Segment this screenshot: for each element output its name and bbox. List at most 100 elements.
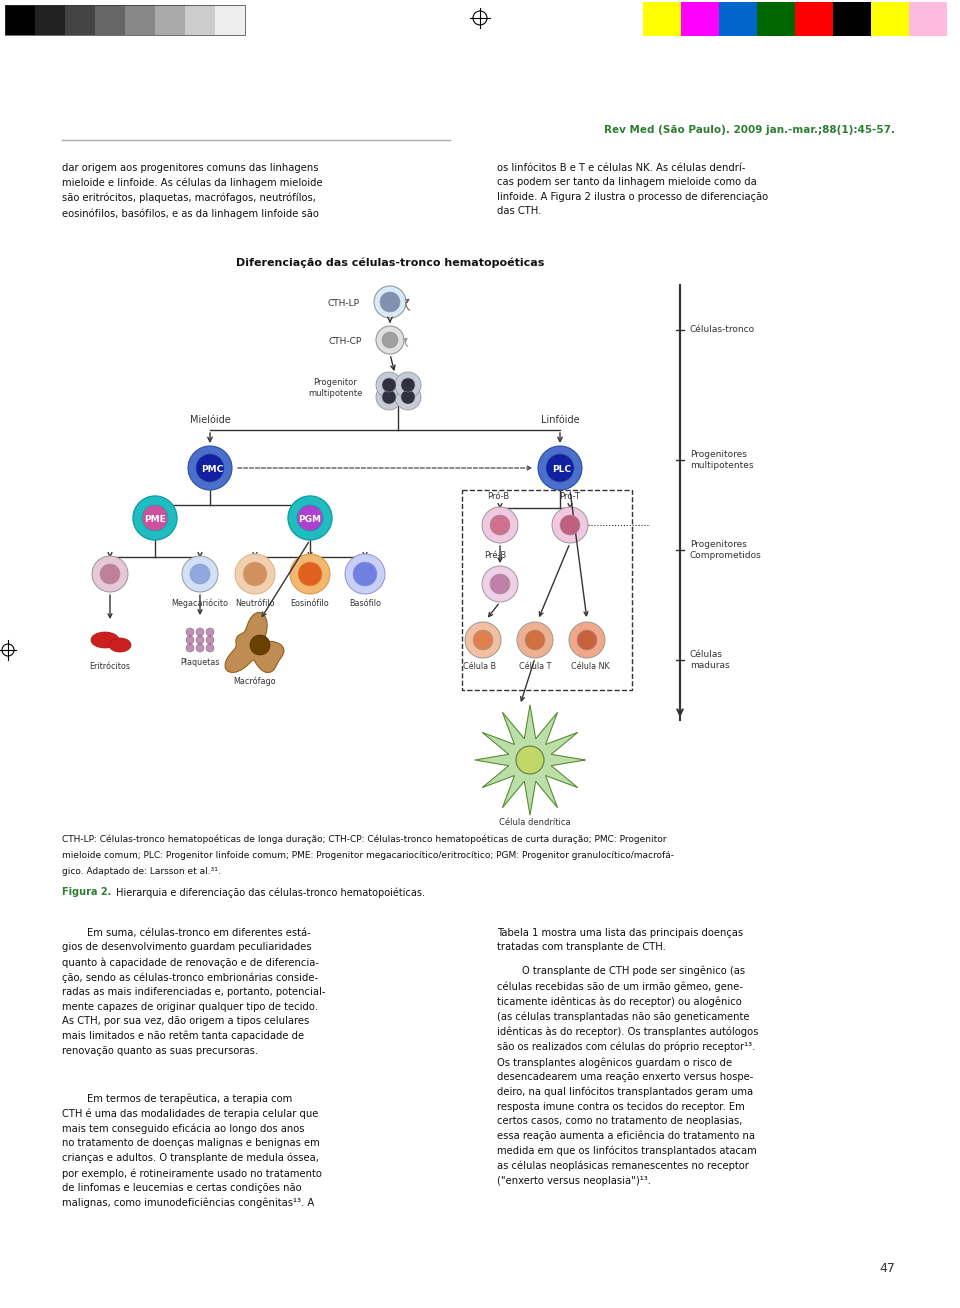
- Circle shape: [196, 636, 204, 644]
- Text: PGM: PGM: [299, 514, 322, 523]
- Circle shape: [374, 286, 406, 318]
- Text: dar origem aos progenitores comuns das linhagens
mieloide e linfoide. As células: dar origem aos progenitores comuns das l…: [62, 164, 323, 218]
- Circle shape: [196, 454, 224, 483]
- Circle shape: [290, 555, 330, 594]
- Circle shape: [569, 623, 605, 658]
- Text: Megacariócito: Megacariócito: [172, 599, 228, 608]
- Text: PLC: PLC: [553, 466, 571, 475]
- Circle shape: [133, 496, 177, 540]
- Circle shape: [490, 574, 510, 594]
- Text: Rev Med (São Paulo). 2009 jan.-mar.;88(1):45-57.: Rev Med (São Paulo). 2009 jan.-mar.;88(1…: [604, 126, 895, 135]
- Text: PMC: PMC: [201, 466, 223, 475]
- Circle shape: [538, 446, 582, 490]
- Text: Progenitores
multipotentes: Progenitores multipotentes: [690, 450, 754, 470]
- Circle shape: [182, 556, 218, 593]
- Circle shape: [376, 371, 402, 398]
- Circle shape: [92, 556, 128, 593]
- Circle shape: [186, 636, 194, 644]
- Circle shape: [465, 623, 501, 658]
- Circle shape: [142, 505, 168, 531]
- Text: Diferenciação das células-tronco hematopoéticas: Diferenciação das células-tronco hematop…: [236, 258, 544, 268]
- Text: PME: PME: [144, 514, 166, 523]
- Text: Macrófago: Macrófago: [233, 676, 276, 685]
- Text: Basófilo: Basófilo: [349, 599, 381, 608]
- Circle shape: [196, 628, 204, 636]
- Circle shape: [490, 515, 510, 535]
- Text: Tabela 1 mostra uma lista das principais doenças
tratadas com transplante de CTH: Tabela 1 mostra uma lista das principais…: [497, 927, 743, 952]
- Circle shape: [206, 636, 214, 644]
- Text: Mielóide: Mielóide: [190, 415, 230, 425]
- Circle shape: [250, 634, 270, 655]
- Circle shape: [243, 562, 267, 586]
- Text: Neutrófilo: Neutrófilo: [235, 599, 275, 608]
- Bar: [125, 5, 155, 35]
- Text: Célula B: Célula B: [464, 662, 496, 671]
- Bar: [757, 3, 795, 37]
- Circle shape: [482, 508, 518, 543]
- Circle shape: [482, 566, 518, 602]
- Circle shape: [552, 508, 588, 543]
- Circle shape: [401, 390, 415, 404]
- Circle shape: [206, 628, 214, 636]
- Circle shape: [382, 390, 396, 404]
- Bar: [35, 5, 65, 35]
- Circle shape: [345, 555, 385, 594]
- Text: Eritrócitos: Eritrócitos: [89, 662, 131, 671]
- Bar: [871, 3, 909, 37]
- Text: Células-tronco: Células-tronco: [690, 326, 756, 335]
- Text: O transplante de CTH pode ser singênico (as
células recebidas são de um irmão gê: O transplante de CTH pode ser singênico …: [497, 967, 758, 1186]
- Text: os linfócitos B e T e células NK. As células dendrí-
cas podem ser tanto da linh: os linfócitos B e T e células NK. As cél…: [497, 164, 768, 216]
- Text: Hierarquia e diferenciação das células-tronco hematopoiéticas.: Hierarquia e diferenciação das células-t…: [113, 887, 425, 897]
- Text: CTH-LP: Células-tronco hematopoéticas de longa duração; CTH-CP: Células-tronco h: CTH-LP: Células-tronco hematopoéticas de…: [62, 835, 666, 845]
- Text: Progenitor
multipotente: Progenitor multipotente: [308, 378, 362, 398]
- Text: Progenitores
Comprometidos: Progenitores Comprometidos: [690, 540, 761, 560]
- Circle shape: [395, 371, 421, 398]
- Bar: [215, 5, 245, 35]
- Bar: [5, 5, 245, 35]
- Circle shape: [297, 505, 323, 531]
- Text: Em termos de terapêutica, a terapia com
CTH é uma das modalidades de terapia cel: Em termos de terapêutica, a terapia com …: [62, 1093, 322, 1209]
- Text: 47: 47: [879, 1262, 895, 1275]
- Circle shape: [376, 385, 402, 409]
- Circle shape: [525, 630, 545, 650]
- Text: Células
maduras: Células maduras: [690, 650, 730, 670]
- Text: Pré-B: Pré-B: [484, 551, 506, 560]
- Text: Plaquetas: Plaquetas: [180, 658, 220, 667]
- Bar: [462, 490, 632, 691]
- Bar: [719, 3, 757, 37]
- Bar: [5, 5, 35, 35]
- Circle shape: [382, 332, 398, 348]
- Circle shape: [186, 628, 194, 636]
- Circle shape: [206, 644, 214, 651]
- Circle shape: [376, 326, 404, 354]
- Text: CTH-CP: CTH-CP: [328, 337, 362, 347]
- Circle shape: [188, 446, 232, 490]
- Text: Célula dendrítica: Célula dendrítica: [499, 818, 571, 827]
- Text: CTH-LP: CTH-LP: [328, 300, 360, 309]
- Circle shape: [517, 623, 553, 658]
- Circle shape: [401, 378, 415, 392]
- Text: gico. Adaptado de: Larsson et al.³¹.: gico. Adaptado de: Larsson et al.³¹.: [62, 867, 221, 876]
- Circle shape: [516, 746, 544, 774]
- Bar: [833, 3, 871, 37]
- Circle shape: [288, 496, 332, 540]
- Bar: [795, 3, 833, 37]
- Text: mieloide comum; PLC: Progenitor linfoide comum; PME: Progenitor megacariocítico/: mieloide comum; PLC: Progenitor linfoide…: [62, 852, 674, 859]
- Bar: [643, 3, 681, 37]
- Circle shape: [577, 630, 597, 650]
- Circle shape: [196, 644, 204, 651]
- Circle shape: [473, 630, 493, 650]
- Circle shape: [380, 292, 400, 313]
- Circle shape: [235, 555, 275, 594]
- Text: Célula NK: Célula NK: [570, 662, 610, 671]
- Text: Eosinófilo: Eosinófilo: [291, 599, 329, 608]
- Polygon shape: [475, 705, 585, 815]
- Polygon shape: [226, 612, 284, 672]
- Circle shape: [186, 644, 194, 651]
- Text: Pró-T: Pró-T: [560, 492, 581, 501]
- Text: Figura 2.: Figura 2.: [62, 887, 111, 897]
- Circle shape: [190, 564, 210, 583]
- Bar: [681, 3, 719, 37]
- Circle shape: [298, 562, 322, 586]
- Circle shape: [353, 562, 377, 586]
